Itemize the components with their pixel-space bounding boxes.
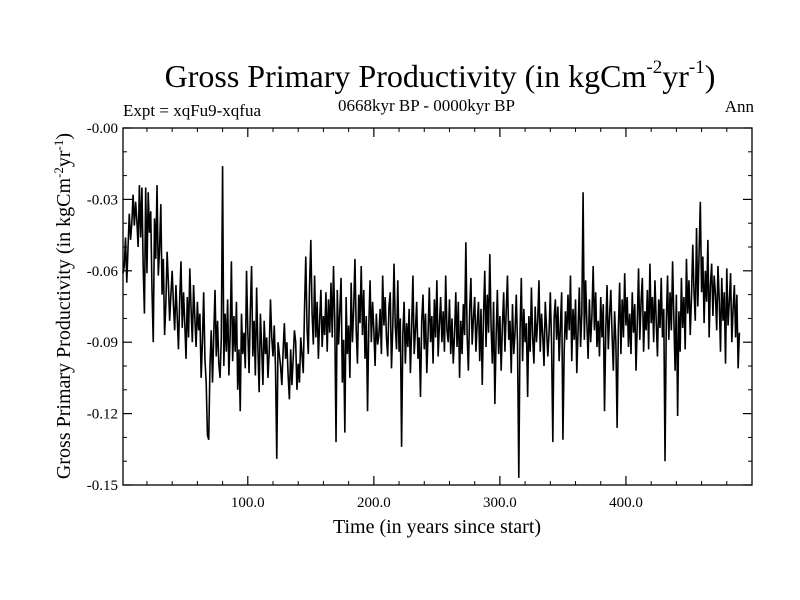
- series-line-0: [122, 166, 741, 478]
- x-tick-label: 400.0: [609, 495, 643, 511]
- y-tick-label: -0.06: [87, 264, 119, 280]
- chart-title: Gross Primary Productivity (in kgCm-2yr-…: [0, 58, 800, 92]
- chart-title-sup-1: -2: [646, 57, 663, 78]
- season-label: Ann: [724, 97, 754, 116]
- x-axis-title: Time (in years since start): [333, 516, 541, 538]
- chart-title-text: Gross Primary Productivity (in kgCm: [164, 58, 647, 94]
- chart-title-sup-2: -1: [688, 57, 705, 78]
- y-tick-label: -0.03: [87, 192, 118, 208]
- y-axis-title-end: ): [53, 133, 75, 140]
- y-tick-label: -0.12: [87, 407, 118, 423]
- y-axis-title-sup-2: -1: [51, 140, 66, 151]
- x-tick-label: 300.0: [483, 495, 517, 511]
- y-tick-label: -0.15: [87, 478, 118, 494]
- y-axis-title-sup-1: -2: [51, 167, 66, 178]
- chart-subtitle: 0668kyr BP - 0000kyr BP: [338, 96, 515, 115]
- y-axis-title-text: Gross Primary Productivity (in kgCm: [53, 178, 75, 480]
- chart-title-end: ): [704, 58, 716, 94]
- x-tick-label: 200.0: [357, 495, 391, 511]
- x-tick-label: 100.0: [231, 495, 265, 511]
- chart-title-mid: yr: [662, 58, 689, 94]
- experiment-label: Expt = xqFu9-xqfua: [123, 101, 262, 120]
- y-tick-label: -0.09: [87, 335, 118, 351]
- y-tick-label: -0.00: [87, 121, 118, 137]
- y-axis-title-mid: yr: [53, 150, 75, 167]
- plot-frame: [122, 127, 753, 486]
- y-axis-title: Gross Primary Productivity (in kgCm-2yr-…: [51, 133, 75, 479]
